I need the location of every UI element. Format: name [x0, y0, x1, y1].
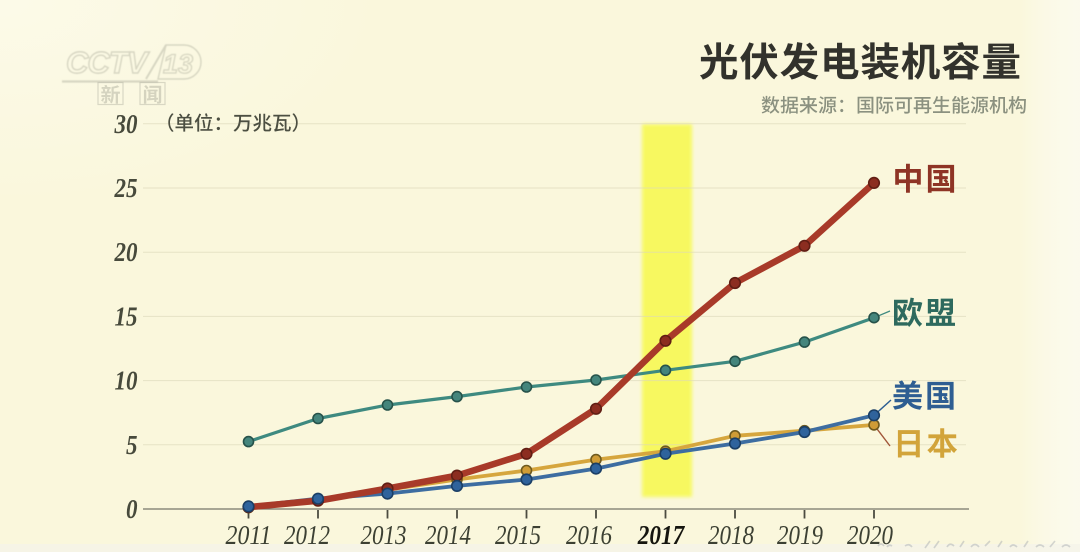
svg-text:2019: 2019 — [777, 520, 823, 550]
svg-text:2018: 2018 — [708, 520, 754, 550]
svg-text:13: 13 — [163, 49, 193, 79]
svg-text:15: 15 — [115, 301, 138, 331]
svg-text:2020: 2020 — [847, 520, 893, 550]
svg-text:25: 25 — [114, 173, 138, 203]
svg-text:10: 10 — [115, 366, 138, 396]
svg-text:2017: 2017 — [637, 520, 686, 550]
svg-text:2014: 2014 — [425, 520, 471, 550]
svg-text:5: 5 — [126, 430, 138, 460]
svg-text:2013: 2013 — [361, 520, 407, 550]
svg-text:0: 0 — [126, 494, 138, 524]
svg-text:30: 30 — [114, 109, 138, 139]
svg-text:2016: 2016 — [566, 520, 612, 550]
svg-text:2015: 2015 — [495, 520, 541, 550]
svg-text:CCTV: CCTV — [66, 45, 150, 80]
svg-text:2011: 2011 — [226, 520, 272, 550]
svg-text:2012: 2012 — [284, 520, 330, 550]
svg-text:20: 20 — [114, 237, 138, 267]
